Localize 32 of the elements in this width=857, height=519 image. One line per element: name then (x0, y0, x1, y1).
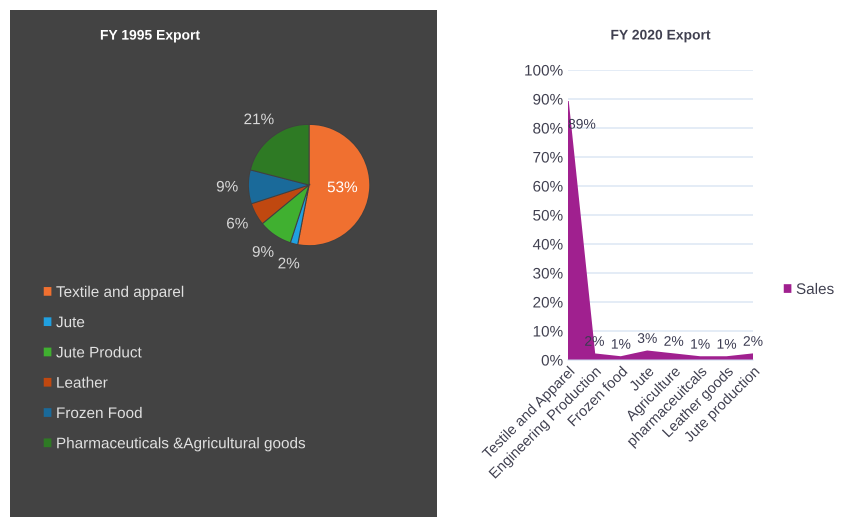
data-label: 21% (244, 114, 274, 124)
data-label: 1% (718, 339, 736, 349)
legend-label: Frozen Food (57, 406, 142, 418)
y-tick-label: 100% (525, 64, 563, 76)
y-tick-label: 30% (533, 268, 563, 279)
data-label: 9% (252, 246, 274, 257)
data-label: 2% (744, 336, 763, 346)
data-label: 1% (691, 339, 710, 349)
y-tick-label: 40% (532, 238, 563, 250)
y-tick-label: 60% (533, 180, 563, 192)
y-tick-label: 90% (533, 94, 563, 105)
data-label: 2% (278, 258, 300, 268)
y-tick-label: 20% (533, 296, 563, 308)
legend-label: Textile and apparel (56, 286, 184, 300)
data-label: 1% (612, 339, 630, 349)
y-tick-label: 70% (533, 152, 563, 163)
y-tick-label: 10% (534, 326, 563, 337)
chart-title: FY 1995 Export (100, 30, 200, 42)
data-label: 2% (664, 336, 684, 346)
data-label: 53% (328, 181, 358, 192)
data-label: 3% (638, 333, 657, 343)
chart-title: FY 2020 Export (611, 30, 710, 42)
y-tick-label: 0% (542, 354, 563, 366)
y-tick-label: 50% (533, 210, 563, 221)
legend-label: Sales (796, 282, 834, 294)
data-label: 6% (227, 218, 248, 229)
legend-label: Leather (57, 376, 108, 388)
legend-label: Jute Product (56, 346, 142, 358)
legend-label: Jute (56, 316, 84, 328)
data-label: 9% (216, 180, 238, 192)
legend-label: Pharmaceuticals &Agricultural goods (57, 437, 306, 452)
y-tick-label: 80% (533, 122, 563, 134)
